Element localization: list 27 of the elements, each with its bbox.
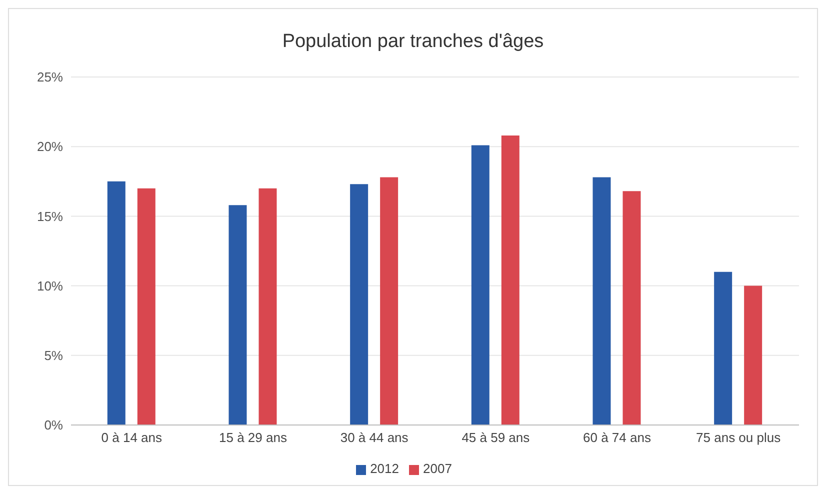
bar (228, 205, 247, 425)
x-tick-label: 0 à 14 ans (101, 430, 163, 446)
x-tick-label: 30 à 44 ans (340, 430, 409, 446)
bar (592, 177, 611, 425)
bar (622, 191, 641, 425)
y-tick-label: 0% (44, 418, 64, 433)
x-tick-label: 75 ans ou plus (696, 430, 782, 446)
x-tick-label: 45 à 59 ans (462, 430, 530, 446)
y-tick-label: 20% (36, 139, 64, 154)
y-tick-label: 15% (36, 208, 64, 224)
x-tick-label: 60 à 74 ans (583, 430, 652, 446)
legend-label: 2007 (423, 461, 452, 476)
bar (744, 286, 762, 425)
bar (350, 184, 368, 425)
legend-label: 2012 (370, 461, 399, 476)
bar (258, 188, 277, 425)
y-tick-label: 5% (44, 348, 64, 364)
bar (137, 188, 156, 425)
x-tick-label: 15 à 29 ans (219, 430, 288, 446)
chart-title: Population par tranches d'âges (281, 30, 545, 54)
bar (714, 272, 732, 425)
bar (501, 135, 520, 425)
bar (471, 145, 490, 425)
y-tick-label: 10% (36, 278, 64, 294)
bar (380, 177, 398, 425)
y-tick-label: 25% (36, 70, 64, 85)
bar (107, 181, 126, 425)
